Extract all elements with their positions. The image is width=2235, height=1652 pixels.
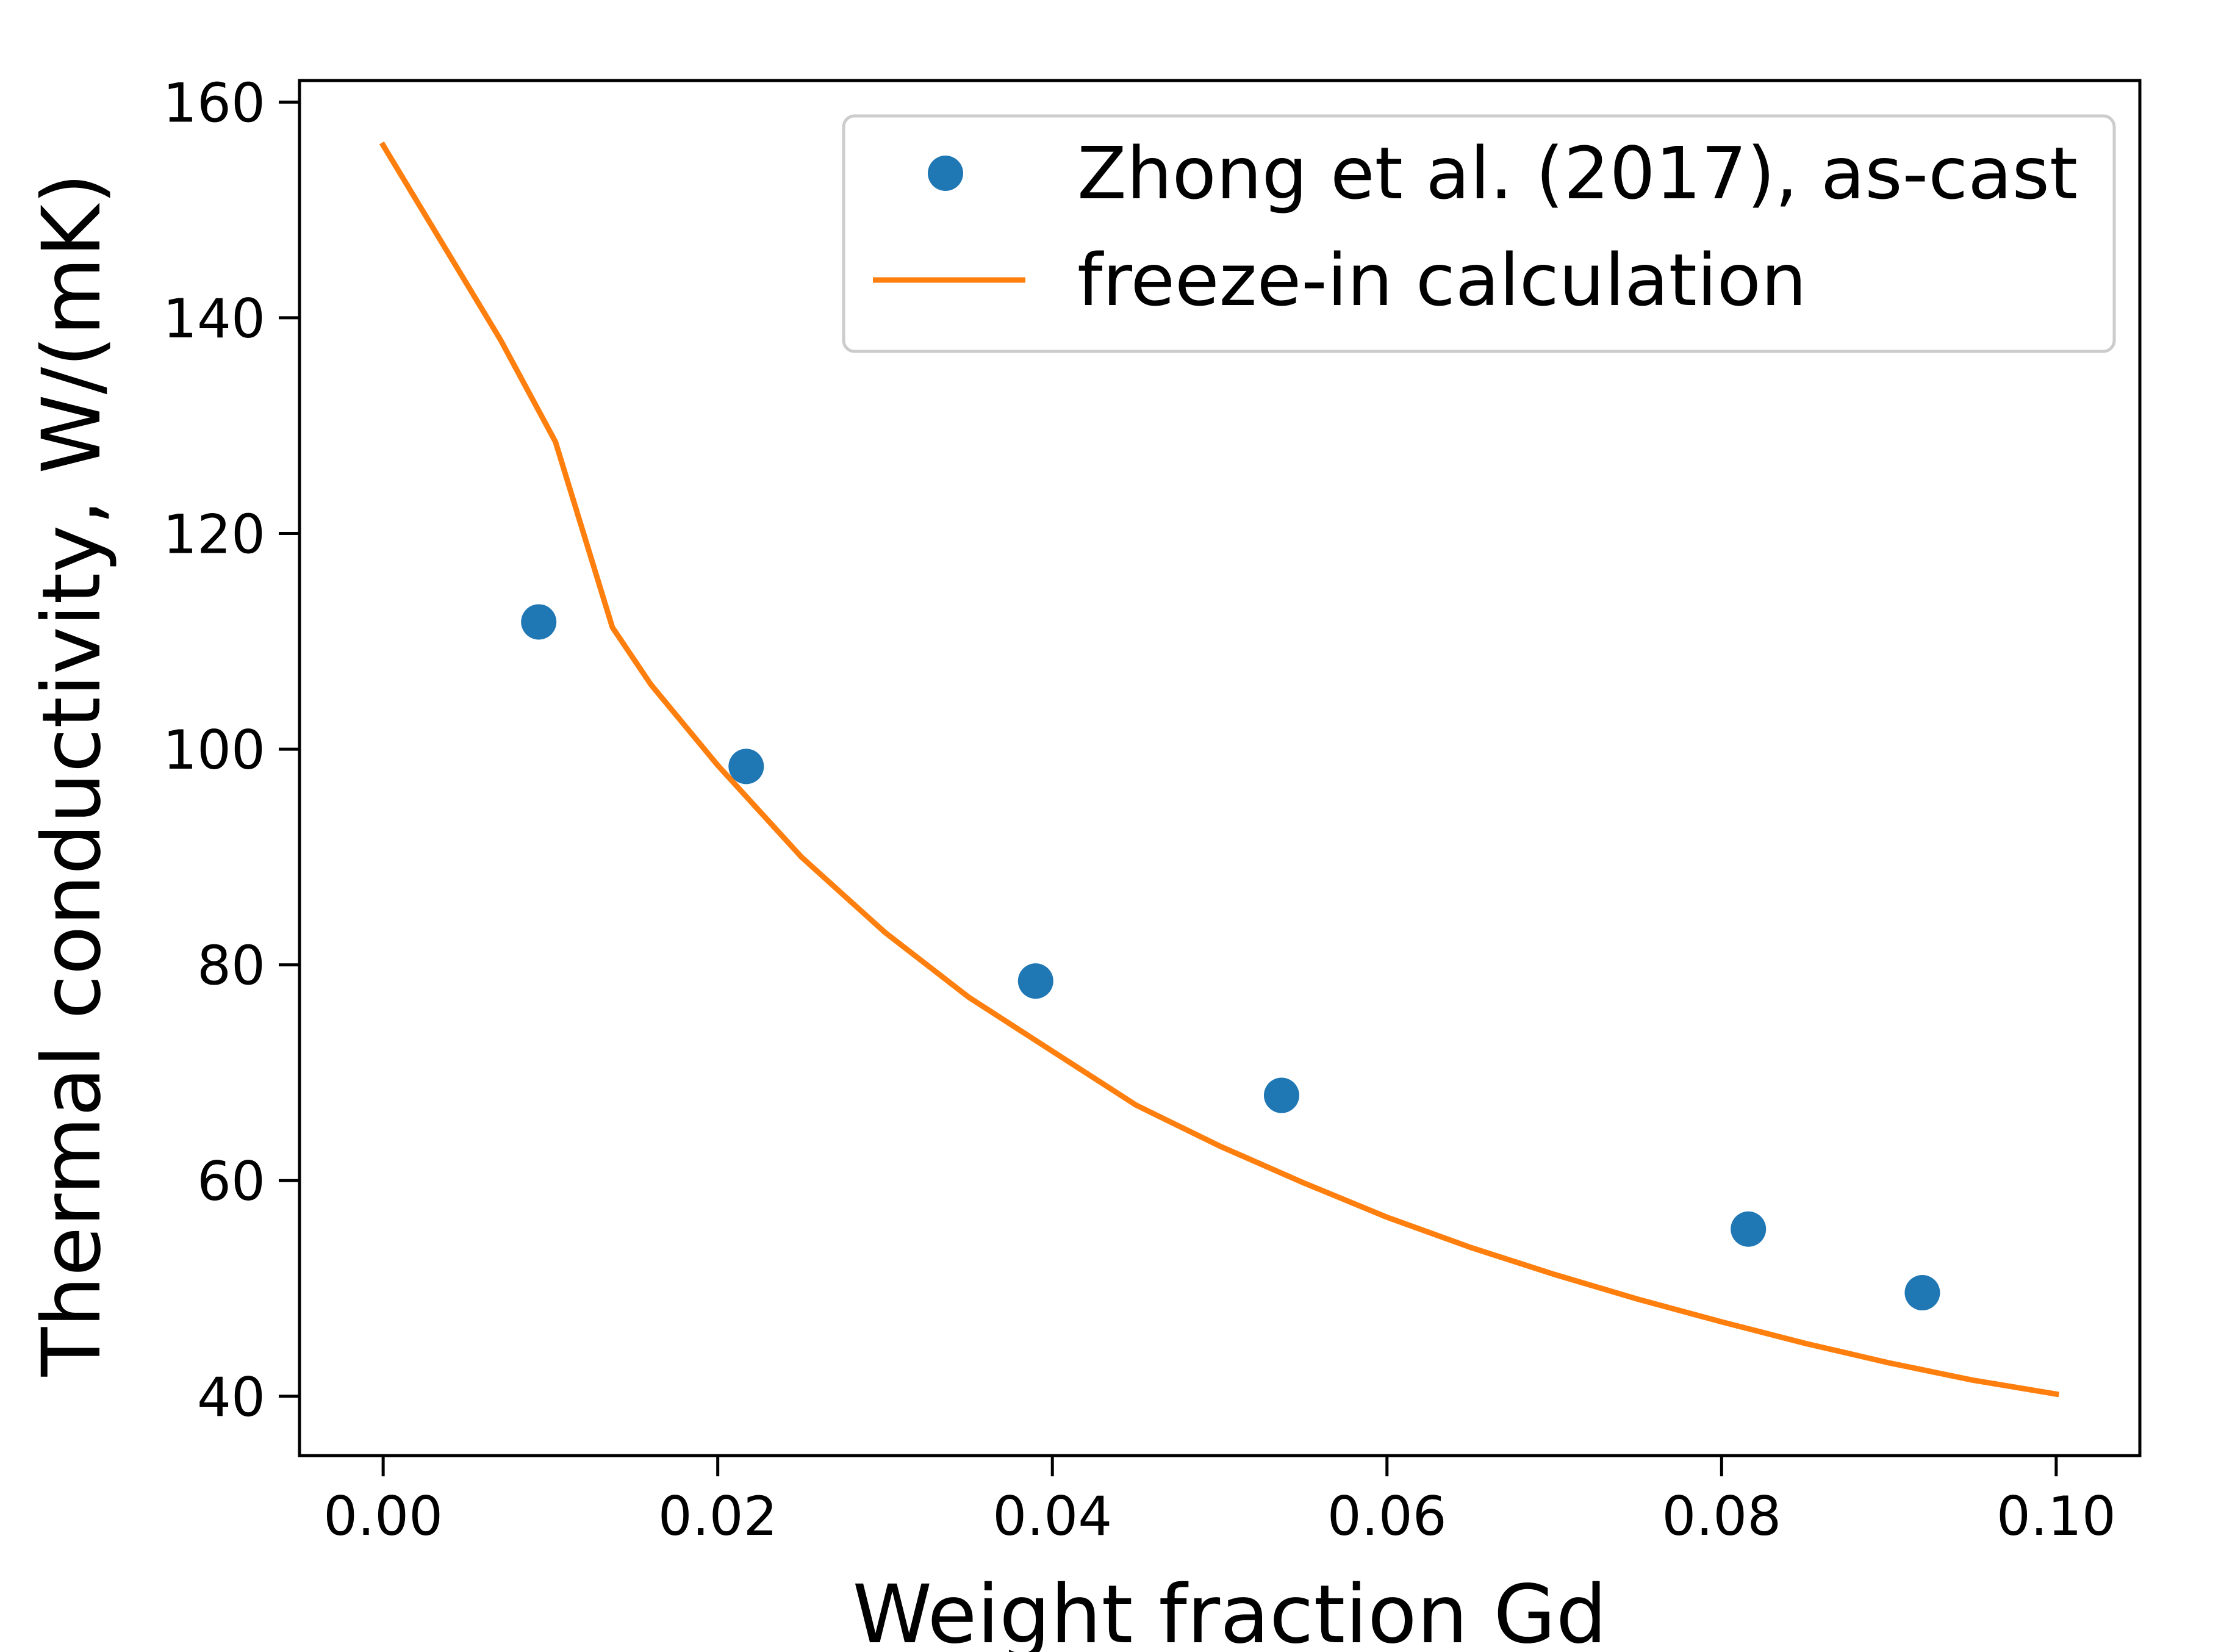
legend-box — [842, 114, 2116, 353]
x-tick-label: 0.08 — [1662, 1485, 1781, 1548]
data-point — [1017, 963, 1053, 999]
x-tick-label: 0.04 — [992, 1485, 1112, 1548]
x-tick-label: 0.00 — [323, 1485, 443, 1548]
data-point — [521, 604, 557, 640]
legend-label-line: freeze-in calculation — [1077, 238, 1807, 322]
y-axis-label: Thermal conductivity, W/(mK) — [25, 173, 119, 1377]
x-tick-label: 0.06 — [1327, 1485, 1447, 1548]
scatter-series — [521, 604, 1940, 1311]
data-point — [1904, 1275, 1940, 1311]
x-axis-label: Weight fraction Gd — [853, 1568, 1607, 1652]
data-point — [728, 749, 764, 785]
y-tick-label: 80 — [197, 935, 265, 997]
y-tick-label: 120 — [163, 503, 265, 566]
legend-label-scatter: Zhong et al. (2017), as-cast — [1077, 131, 2078, 215]
x-tick-label: 0.10 — [1996, 1485, 2116, 1548]
legend-marker-scatter — [928, 156, 963, 191]
line-series — [379, 141, 2060, 1398]
data-point — [1731, 1211, 1767, 1247]
x-axis-ticks: 0.00 0.02 0.04 0.06 0.08 0.10 — [323, 1456, 2116, 1548]
y-axis-ticks: 40 60 80 100 120 140 160 — [163, 71, 300, 1429]
legend: Zhong et al. (2017), as-cast freeze-in c… — [842, 114, 2116, 353]
plot-frame — [298, 79, 2142, 1457]
x-tick-label: 0.02 — [658, 1485, 778, 1548]
y-tick-label: 140 — [163, 287, 265, 350]
freeze-in-calculation-line — [379, 141, 2060, 1398]
y-tick-label: 60 — [197, 1150, 265, 1213]
data-point — [1263, 1077, 1299, 1113]
y-tick-label: 40 — [197, 1366, 265, 1429]
y-tick-label: 160 — [163, 71, 265, 134]
y-tick-label: 100 — [163, 719, 265, 781]
